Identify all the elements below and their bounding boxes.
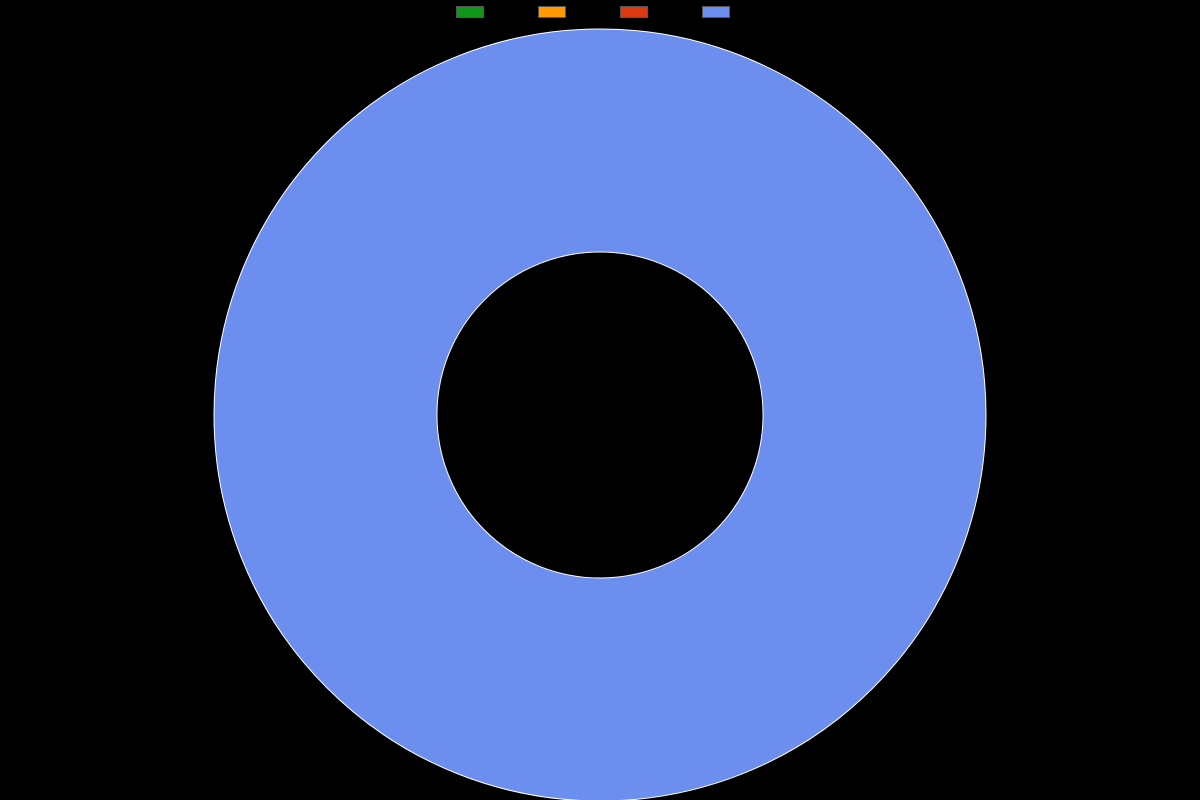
chart-container bbox=[0, 0, 1200, 800]
donut-chart bbox=[0, 0, 1200, 800]
donut-svg bbox=[0, 0, 1200, 800]
donut-slice[interactable] bbox=[214, 29, 986, 800]
